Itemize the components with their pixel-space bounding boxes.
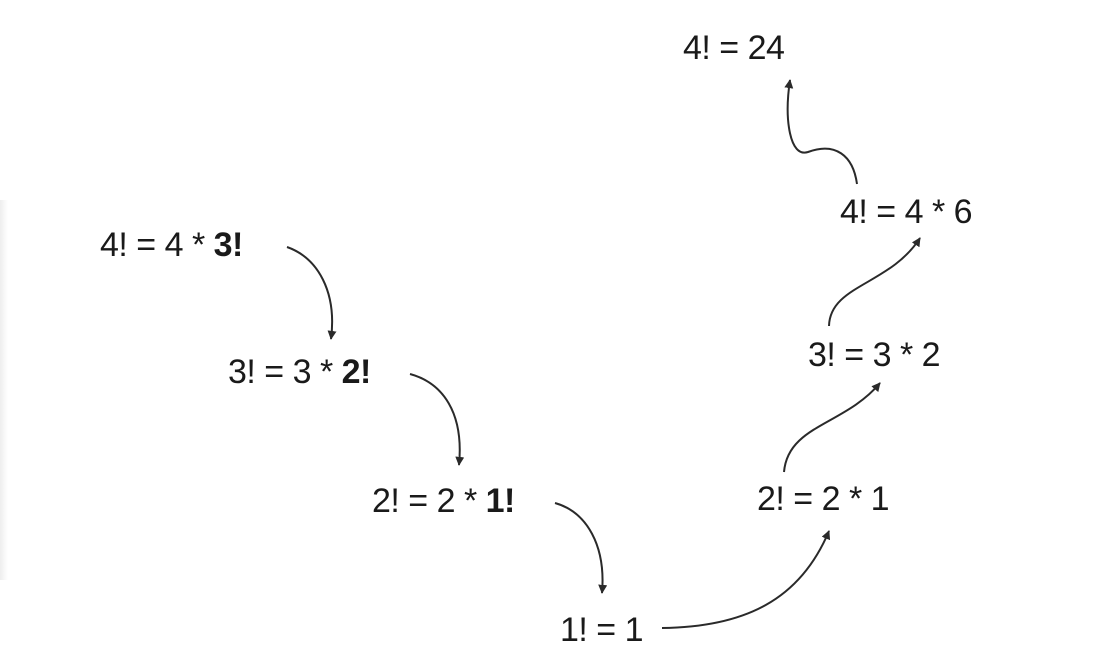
step-4-factorial-expand: 4! = 4 * 3! xyxy=(100,225,243,265)
arrow-2-to-3 xyxy=(783,382,881,473)
step-4-subcall: 3! xyxy=(213,226,244,264)
return-step-2: 2! = 2 * 1 xyxy=(757,480,890,518)
arrow-4-to-result xyxy=(784,79,858,185)
arrow-3-to-2 xyxy=(409,373,465,466)
step-2-subcall: 1! xyxy=(485,482,516,520)
arrow-1-to-2 xyxy=(661,530,831,629)
step-3-subcall: 2! xyxy=(341,353,372,391)
step-2-expr: 2! = 2 * xyxy=(372,482,486,520)
arrow-2-to-1 xyxy=(554,502,608,594)
left-edge-shadow xyxy=(0,200,8,580)
arrow-4-to-3 xyxy=(286,246,337,340)
return-step-3: 3! = 3 * 2 xyxy=(808,336,941,374)
final-result: 4! = 24 xyxy=(683,29,785,67)
return-step-4: 4! = 4 * 6 xyxy=(840,193,973,231)
arrow-3-to-4 xyxy=(828,237,921,327)
step-3-expr: 3! = 3 * xyxy=(228,353,342,391)
base-case: 1! = 1 xyxy=(560,611,644,649)
step-4-expr: 4! = 4 * xyxy=(100,226,214,264)
step-2-factorial-expand: 2! = 2 * 1! xyxy=(372,481,515,521)
step-3-factorial-expand: 3! = 3 * 2! xyxy=(228,352,371,392)
